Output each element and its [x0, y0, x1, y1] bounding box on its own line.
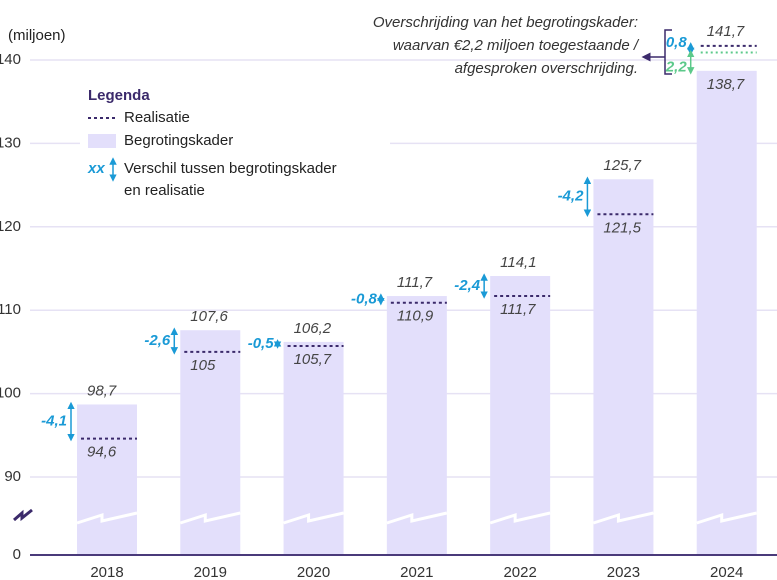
x-tick-label: 2024 [710, 564, 743, 580]
budget-label: 125,7 [603, 157, 641, 174]
exceedance-label: 2,2 [665, 59, 688, 76]
axis-break [489, 511, 551, 525]
y-tick-label: 140 [0, 51, 21, 68]
annotation-text: afgesproken overschrijding. [455, 60, 638, 77]
x-tick-label: 2023 [607, 564, 640, 580]
difference-label: -0,8 [351, 290, 378, 307]
y-tick-label: 0 [13, 546, 21, 563]
difference-label: -0,5 [248, 335, 275, 352]
legend-background [80, 80, 390, 205]
x-tick-label: 2019 [194, 564, 227, 580]
annotation: Overschrijding van het begrotingskader: … [373, 14, 672, 77]
marks: 98,7 94,6 -4,1 107,6 105 -2,6 106,2 105,7 -0,5 11… [41, 23, 758, 555]
axis-break [386, 511, 448, 525]
axis-break [283, 511, 344, 525]
realisation-label: 94,6 [87, 444, 117, 461]
realisation-label: 141,7 [707, 23, 745, 40]
axis-break [696, 511, 758, 525]
legend-label: Begrotingskader [124, 132, 233, 149]
x-tick-label: 2022 [503, 564, 536, 580]
difference-label: -4,2 [558, 188, 585, 205]
axis-break [76, 511, 138, 525]
realisation-label: 111,7 [500, 301, 536, 318]
budget-label: 107,6 [190, 308, 228, 325]
y-tick-label: 100 [0, 385, 21, 402]
realisation-label: 110,9 [397, 308, 434, 325]
x-tick-label: 2018 [90, 564, 123, 580]
y-tick-label: 90 [4, 468, 21, 485]
realisation-label: 105 [190, 357, 216, 374]
difference-label: -2,4 [454, 277, 481, 294]
bar [180, 330, 241, 555]
bracket [664, 29, 672, 75]
y-tick-label: 120 [0, 218, 21, 235]
bar [696, 70, 757, 555]
bar [593, 179, 654, 555]
legend-title: Legenda [88, 87, 150, 104]
y-tick-label: 130 [0, 134, 21, 151]
difference-label: -2,6 [144, 332, 171, 349]
annotation-text: Overschrijding van het begrotingskader: [373, 14, 638, 31]
budget-label: 138,7 [707, 76, 745, 93]
y-tick-label: 110 [0, 301, 21, 318]
bar [283, 341, 344, 555]
legend-label: Verschil tussen begrotingskader [124, 160, 337, 177]
legend-swatch [88, 134, 116, 148]
budget-label: 106,2 [294, 320, 332, 337]
exceedance-label: 0,8 [666, 34, 688, 51]
bar [77, 404, 137, 555]
budget-label: 111,7 [397, 274, 433, 291]
legend-label: Realisatie [124, 109, 190, 126]
budget-label: 114,1 [500, 254, 536, 271]
budget-label: 98,7 [87, 382, 117, 399]
bar [386, 296, 447, 555]
annotation-text: waarvan €2,2 miljoen toegestaande / [393, 37, 640, 54]
realisation-label: 121,5 [603, 219, 641, 236]
x-tick-label: 2020 [297, 564, 330, 580]
bar [490, 276, 551, 555]
axis-break [13, 508, 33, 522]
legend-symbol: xx [87, 160, 105, 177]
realisation-label: 105,7 [294, 351, 332, 368]
legend-label: en realisatie [124, 182, 205, 199]
y-axis-label: (miljoen) [8, 27, 66, 44]
legend: Legenda Realisatie Begrotingskader xx Ve… [80, 80, 390, 205]
x-tick-label: 2021 [400, 564, 433, 580]
axis-break [592, 511, 654, 525]
axis-break [179, 511, 241, 525]
difference-label: -4,1 [41, 413, 67, 430]
